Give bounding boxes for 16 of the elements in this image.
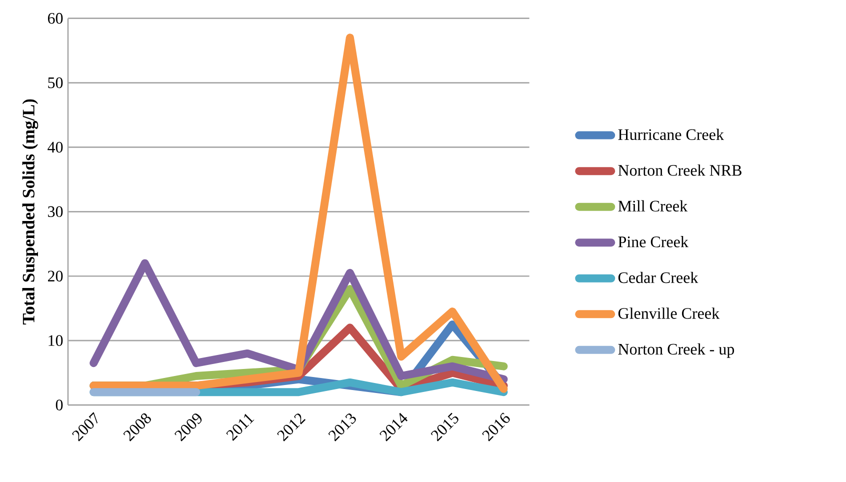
legend-label: Pine Creek xyxy=(618,236,688,248)
x-tick-label: 2011 xyxy=(226,414,254,441)
y-axis-title: Total Suspended Solids (mg/L) xyxy=(22,99,38,325)
y-tick-label: 50 xyxy=(48,77,63,88)
y-tick-label: 10 xyxy=(48,335,63,346)
y-tick-label: 20 xyxy=(48,270,63,282)
legend-label: Mill Creek xyxy=(618,200,688,212)
legend-label: Norton Creek - up xyxy=(618,343,734,358)
y-tick-label: 30 xyxy=(48,206,63,218)
legend-label: Norton Creek NRB xyxy=(618,164,742,176)
y-tick-label: 0 xyxy=(56,400,63,410)
legend-label: Cedar Creek xyxy=(618,272,698,284)
y-tick-label: 60 xyxy=(48,12,63,24)
y-tick-label: 40 xyxy=(48,142,63,153)
legend-label: Glenville Creek xyxy=(618,308,720,319)
legend-label: Hurricane Creek xyxy=(618,128,724,140)
